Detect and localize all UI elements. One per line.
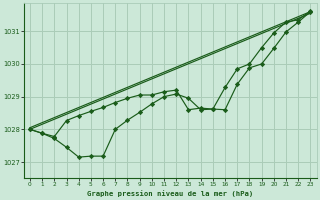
X-axis label: Graphe pression niveau de la mer (hPa): Graphe pression niveau de la mer (hPa) [87, 190, 253, 197]
